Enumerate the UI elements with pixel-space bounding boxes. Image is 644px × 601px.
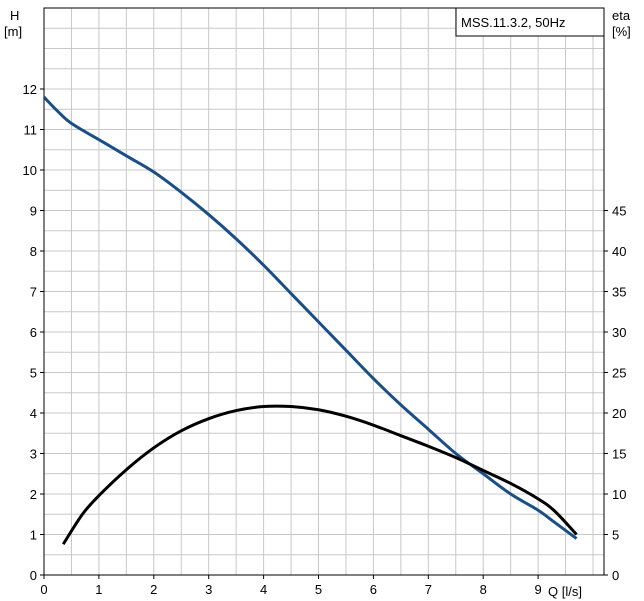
y-right-tick-label: 30 [612, 325, 626, 340]
y-left-tick-label: 7 [30, 285, 37, 300]
y-right-tick-label: 25 [612, 366, 626, 381]
efficiency-curve [61, 404, 578, 546]
y-left-axis-title-unit: [m] [4, 24, 22, 39]
x-tick-label: 8 [480, 582, 487, 597]
y-right-tick-label: 0 [612, 568, 619, 583]
y-right-axis-title-symbol: eta [612, 8, 631, 23]
y-left-tick-label: 12 [23, 82, 37, 97]
y-left-axis-title-symbol: H [10, 8, 19, 23]
x-tick-label: 4 [260, 582, 267, 597]
y-left-tick-label: 5 [30, 366, 37, 381]
y-left-tick-label: 1 [30, 528, 37, 543]
y-right-axis-ticks: 0 5 10 15 20 25 30 35 40 45 [604, 204, 626, 583]
curves [42, 96, 578, 546]
x-tick-label: 2 [150, 582, 157, 597]
y-left-tick-label: 8 [30, 244, 37, 259]
y-right-tick-label: 10 [612, 487, 626, 502]
x-tick-label: 5 [315, 582, 322, 597]
x-tick-label: 0 [40, 582, 47, 597]
chart-title-box [455, 7, 605, 37]
y-right-tick-label: 40 [612, 244, 626, 259]
x-tick-label: 1 [95, 582, 102, 597]
x-tick-label: 6 [370, 582, 377, 597]
y-right-axis-title-unit: [%] [612, 24, 631, 39]
x-tick-label: 9 [535, 582, 542, 597]
x-axis-title: Q [l/s] [548, 584, 582, 599]
x-axis-ticks: 0 1 2 3 4 5 6 7 8 9 [40, 575, 542, 597]
y-right-tick-label: 45 [612, 204, 626, 219]
head-curve [42, 96, 578, 540]
chart-title: MSS.11.3.2, 50Hz [461, 15, 566, 30]
y-left-tick-label: 10 [23, 163, 37, 178]
y-left-tick-label: 4 [30, 406, 37, 421]
x-tick-label: 3 [205, 582, 212, 597]
y-right-tick-label: 5 [612, 528, 619, 543]
y-left-tick-label: 6 [30, 325, 37, 340]
y-left-tick-label: 3 [30, 447, 37, 462]
y-left-tick-label: 0 [30, 568, 37, 583]
y-right-tick-label: 35 [612, 285, 626, 300]
y-left-tick-label: 11 [24, 123, 38, 138]
y-left-tick-label: 9 [30, 204, 37, 219]
y-right-tick-label: 20 [612, 406, 626, 421]
x-tick-label: 7 [425, 582, 432, 597]
y-left-tick-label: 2 [30, 487, 37, 502]
y-right-tick-label: 15 [612, 447, 626, 462]
